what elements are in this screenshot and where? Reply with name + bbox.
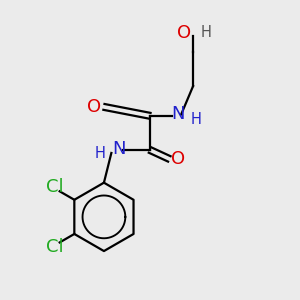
Text: Cl: Cl (46, 238, 64, 256)
Text: O: O (171, 150, 185, 168)
Text: Cl: Cl (46, 178, 64, 196)
Text: H: H (191, 112, 202, 127)
Text: H: H (200, 25, 211, 40)
Text: O: O (178, 24, 192, 42)
Text: O: O (87, 98, 102, 116)
Text: N: N (172, 105, 185, 123)
Text: H: H (94, 146, 105, 161)
Text: N: N (112, 140, 125, 158)
